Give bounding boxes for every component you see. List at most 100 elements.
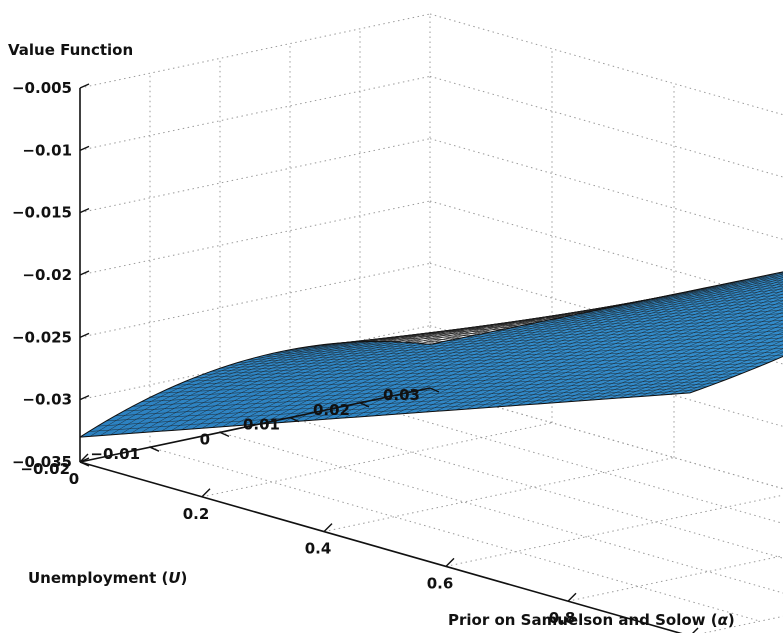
side-wall-grid-horizontal bbox=[79, 138, 431, 214]
surface-mesh-line bbox=[557, 304, 783, 403]
floor-grid-line-y bbox=[429, 387, 783, 490]
surface-mesh-line bbox=[649, 340, 783, 397]
back-wall-grid-horizontal bbox=[429, 13, 783, 116]
tick-labels: 00.20.40.60.81−0.02−0.0100.010.020.03−0.… bbox=[12, 79, 575, 627]
z-tick-mark bbox=[79, 145, 90, 151]
surface-mesh-line bbox=[405, 277, 756, 414]
z-tick-label: −0.01 bbox=[22, 141, 72, 159]
surface-mesh-line bbox=[303, 298, 654, 422]
z-tick-label: −0.015 bbox=[12, 204, 72, 222]
y-tick-mark bbox=[429, 387, 440, 393]
z-tick-label: −0.035 bbox=[12, 453, 72, 471]
surface-mesh-line bbox=[323, 294, 675, 420]
floor-grid-line-y bbox=[219, 431, 783, 594]
x-tick-mark bbox=[445, 557, 455, 567]
back-wall-grid-horizontal bbox=[429, 138, 783, 240]
surface-mesh-line bbox=[567, 307, 783, 402]
surface-mesh-line bbox=[486, 281, 783, 408]
surface-mesh-line bbox=[659, 344, 783, 396]
surface-mesh-line bbox=[364, 285, 715, 417]
surface-mesh-line bbox=[608, 323, 783, 399]
y-tick-mark bbox=[219, 431, 230, 438]
surface-mesh-line bbox=[588, 315, 783, 401]
surface-mesh-line bbox=[598, 319, 783, 400]
back-wall-grid-horizontal bbox=[429, 262, 783, 365]
z-tick-mark bbox=[79, 332, 90, 338]
y-tick-mark bbox=[149, 446, 160, 452]
x-tick-label: 0.6 bbox=[427, 574, 454, 592]
axes bbox=[79, 83, 699, 633]
side-wall-grid-horizontal bbox=[79, 262, 431, 338]
surface bbox=[79, 271, 783, 438]
surface-outline bbox=[79, 271, 783, 438]
surface-mesh-line bbox=[90, 339, 441, 437]
z-tick-label: −0.025 bbox=[12, 328, 72, 346]
y-tick-mark bbox=[289, 416, 300, 423]
z-axis-label: Value Function bbox=[8, 41, 133, 59]
surface-mesh-line bbox=[506, 287, 783, 407]
surface-mesh-line bbox=[242, 310, 593, 426]
surface-mesh-line bbox=[384, 281, 736, 416]
y-tick-label: 0.03 bbox=[383, 386, 420, 404]
surface-mesh-line bbox=[435, 272, 783, 412]
y-tick-label: 0.01 bbox=[243, 416, 280, 434]
side-wall-grid-horizontal bbox=[79, 200, 431, 276]
z-tick-label: −0.02 bbox=[22, 266, 72, 284]
surface-mesh-line bbox=[578, 311, 783, 402]
floor-grid-line-x bbox=[445, 494, 783, 567]
z-tick-mark bbox=[79, 395, 90, 401]
surface-mesh-line bbox=[415, 275, 766, 413]
floor-grid-line-x bbox=[323, 457, 675, 533]
surface-mesh-line bbox=[262, 306, 614, 425]
back-wall-grid-horizontal bbox=[429, 75, 783, 178]
z-tick-label: −0.03 bbox=[22, 391, 72, 409]
surface-mesh-line bbox=[293, 300, 644, 422]
x-tick-label: 0.2 bbox=[183, 505, 210, 523]
surface-mesh-line bbox=[425, 273, 776, 413]
floor-grid-line-y bbox=[359, 402, 783, 524]
y-axis-label: Unemployment (U) bbox=[28, 569, 187, 587]
surface-mesh-line bbox=[517, 290, 783, 406]
surface-mesh-line bbox=[273, 304, 624, 424]
x-tick-label: 0 bbox=[69, 470, 79, 488]
z-tick-label: −0.005 bbox=[12, 79, 72, 97]
surface-mesh-line bbox=[344, 289, 695, 419]
surface-mesh-line bbox=[354, 287, 705, 418]
surface-mesh-line bbox=[232, 312, 583, 427]
y-tick-mark bbox=[359, 402, 370, 408]
surface-mesh-line bbox=[679, 352, 783, 394]
surface-mesh-line bbox=[537, 296, 783, 405]
surface-mesh-line bbox=[527, 293, 783, 405]
surface-mesh-line bbox=[334, 291, 685, 419]
surface-mesh-line bbox=[283, 302, 634, 423]
floor-grid-line-y bbox=[149, 446, 761, 622]
x-tick-mark bbox=[692, 627, 699, 633]
surface-mesh-line bbox=[496, 284, 783, 408]
surface-mesh-line bbox=[476, 279, 783, 409]
back-wall-grid-horizontal bbox=[429, 387, 783, 490]
surface-mesh-line bbox=[639, 336, 783, 397]
surface-mesh-line bbox=[110, 336, 461, 436]
x-axis-label: Prior on Samuelson and Solow (α) bbox=[448, 611, 735, 629]
surface-mesh-line bbox=[466, 277, 783, 410]
y-tick-label: −0.02 bbox=[20, 460, 70, 478]
surface-mesh-line bbox=[618, 327, 783, 399]
x-axis-line bbox=[79, 461, 683, 633]
x-tick-label: 0.4 bbox=[305, 540, 332, 558]
floor-grid-line-x bbox=[567, 555, 783, 602]
surface-mesh-line bbox=[130, 333, 481, 434]
y-tick-label: 0 bbox=[200, 430, 210, 448]
z-tick-mark bbox=[79, 208, 90, 214]
surface-mesh-line bbox=[222, 314, 573, 427]
floor-grid-line-y bbox=[289, 417, 783, 559]
surface-mesh-line bbox=[547, 300, 783, 404]
z-tick-mark bbox=[79, 270, 90, 276]
x-tick-mark bbox=[567, 592, 577, 602]
side-wall-grid-horizontal bbox=[79, 75, 431, 151]
surface-mesh-line bbox=[445, 273, 783, 411]
surface-mesh-line bbox=[252, 308, 603, 425]
surface-mesh-line bbox=[374, 283, 725, 416]
y-axis-line bbox=[79, 387, 431, 463]
x-tick-mark bbox=[201, 488, 211, 498]
y-tick-mark bbox=[79, 461, 90, 467]
